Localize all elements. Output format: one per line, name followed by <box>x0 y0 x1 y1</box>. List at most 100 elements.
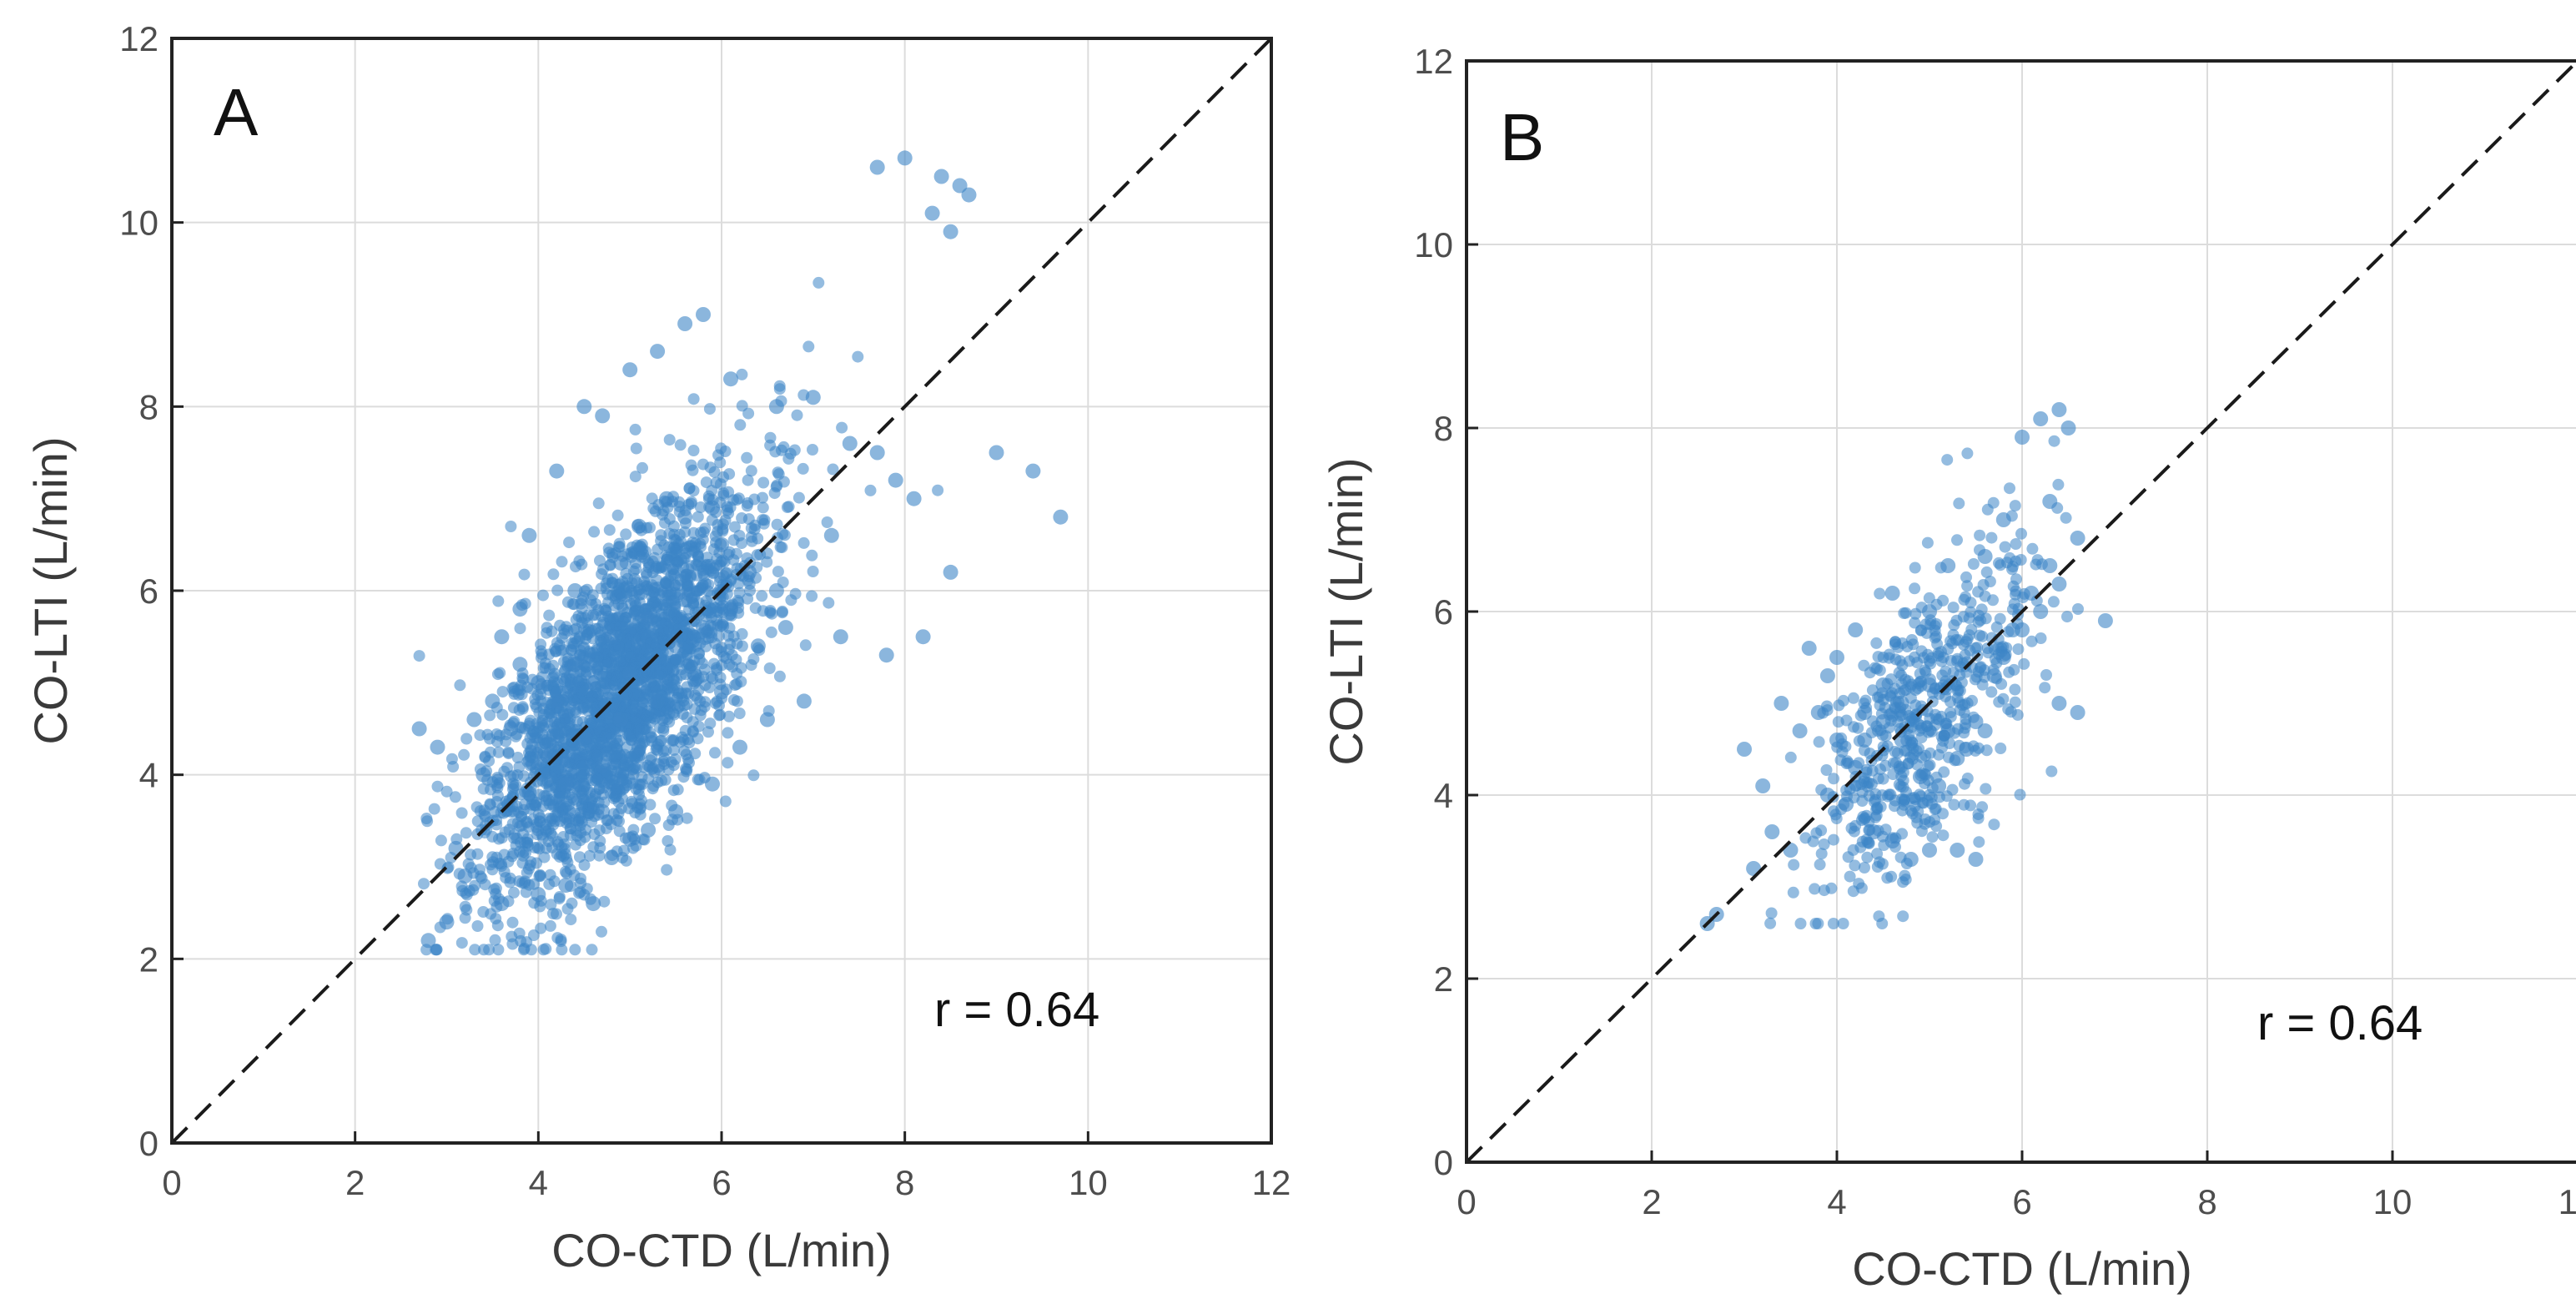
data-point <box>519 798 531 811</box>
data-point <box>711 664 723 676</box>
data-point <box>564 677 576 689</box>
data-point <box>1848 825 1860 838</box>
x-axis-title: CO-CTD (L/min) <box>551 1224 892 1276</box>
data-point <box>774 541 787 553</box>
data-point <box>594 555 606 566</box>
data-point <box>488 884 501 896</box>
data-point <box>735 676 747 687</box>
data-point <box>2033 604 2049 619</box>
data-point <box>628 594 641 607</box>
data-point <box>1829 733 1844 748</box>
data-point <box>2001 556 2013 569</box>
data-point <box>490 913 502 925</box>
data-point <box>687 485 700 497</box>
data-point <box>511 752 524 763</box>
data-point <box>471 920 484 932</box>
data-point <box>626 704 638 717</box>
data-point <box>531 887 546 903</box>
data-point <box>1829 650 1844 665</box>
data-point <box>604 629 620 645</box>
data-point <box>704 717 717 730</box>
data-point <box>563 804 576 817</box>
data-point <box>719 795 732 808</box>
data-point <box>1965 799 1977 812</box>
data-point <box>491 668 504 681</box>
data-point <box>797 536 810 549</box>
data-point <box>1906 753 1919 765</box>
data-point <box>1874 664 1886 677</box>
data-point <box>1834 754 1847 767</box>
data-point <box>628 572 641 585</box>
data-point <box>1924 816 1936 828</box>
data-point <box>660 744 672 757</box>
panel-b-chart: 0 2 4 6 8 10 12 0 2 4 6 8 10 12 CO-CTD (L/min) CO-LTI (… <box>1320 42 2576 1295</box>
data-point <box>1859 862 1870 874</box>
data-point <box>630 713 642 726</box>
y-tick-label: 2 <box>1434 959 1453 999</box>
data-point <box>1987 496 2000 509</box>
scatter-points <box>411 150 1069 956</box>
data-point <box>572 814 585 827</box>
data-point <box>641 683 653 696</box>
data-point <box>434 858 446 870</box>
data-point <box>547 568 560 581</box>
data-point <box>539 657 551 669</box>
data-point <box>594 626 606 638</box>
data-point <box>722 710 735 723</box>
data-point <box>1877 773 1889 785</box>
data-point <box>852 350 864 363</box>
data-point <box>662 819 675 831</box>
data-point <box>1972 586 1985 598</box>
data-point <box>757 517 770 530</box>
data-point <box>1897 910 1909 923</box>
y-axis-title: CO-LTI (L/min) <box>24 436 77 744</box>
data-point <box>722 507 735 520</box>
data-point <box>1930 618 1943 630</box>
data-point <box>644 798 657 811</box>
data-point <box>1871 848 1884 860</box>
data-point <box>606 668 619 681</box>
data-point <box>696 620 711 636</box>
x-tick-label: 8 <box>895 1163 914 1202</box>
data-point <box>1855 814 1868 827</box>
data-point <box>2040 669 2052 681</box>
data-point <box>1889 800 1900 813</box>
data-point <box>1921 536 1934 549</box>
data-point <box>707 566 720 579</box>
data-point <box>494 896 510 912</box>
data-point <box>460 733 473 745</box>
data-point <box>2061 611 2073 623</box>
data-point <box>696 307 711 322</box>
data-point <box>469 944 481 956</box>
data-point <box>507 769 520 782</box>
data-point <box>576 684 588 697</box>
data-point <box>682 649 694 662</box>
data-point <box>683 757 695 769</box>
data-point <box>714 684 729 700</box>
data-point <box>802 340 815 353</box>
data-point <box>1922 677 1937 692</box>
data-point <box>1867 715 1879 728</box>
data-point <box>1961 580 1974 592</box>
data-point <box>1995 512 2011 527</box>
data-point <box>678 620 691 632</box>
data-point <box>1976 678 1989 691</box>
data-point <box>699 696 712 708</box>
data-point <box>649 562 662 575</box>
data-point <box>508 886 520 899</box>
data-point <box>1801 641 1817 656</box>
data-point <box>527 725 540 738</box>
data-point <box>777 527 789 540</box>
data-point <box>613 537 626 550</box>
data-point <box>717 570 730 582</box>
data-point <box>1938 766 1950 778</box>
data-point <box>475 767 491 783</box>
data-point <box>1792 723 1808 738</box>
data-point <box>586 896 601 912</box>
data-point <box>573 758 586 770</box>
data-point <box>687 393 700 405</box>
data-point <box>1872 651 1884 663</box>
data-point <box>629 471 641 483</box>
data-point <box>1889 757 1902 769</box>
data-point <box>609 750 621 763</box>
